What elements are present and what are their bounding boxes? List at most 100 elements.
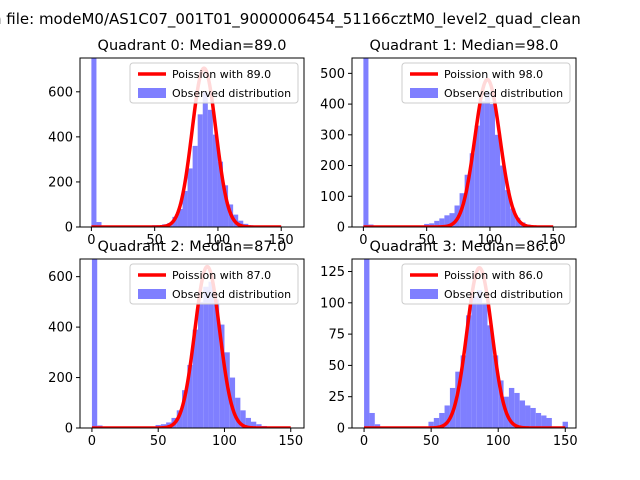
- histogram-bar: [91, 58, 97, 227]
- histogram-bar: [187, 168, 193, 227]
- histogram-bar: [449, 213, 455, 227]
- histogram-bar: [207, 109, 213, 227]
- histogram-bar: [469, 153, 475, 227]
- histogram-bar: [428, 421, 434, 428]
- histogram-bar: [489, 104, 496, 227]
- legend-entry-observed: Observed distribution: [444, 288, 563, 301]
- axes-frame: [351, 258, 577, 429]
- y-tick-label: 500: [320, 67, 345, 82]
- histogram-bar: [91, 259, 98, 428]
- histogram-bar: [429, 223, 435, 227]
- x-tick-label: 0: [359, 233, 367, 248]
- x-tick-label: 50: [146, 233, 163, 248]
- histogram-bar: [197, 301, 204, 428]
- panels-group: Quadrant 0: Median=89.0 0 50 100 150 0 200 400 6…: [48, 38, 578, 449]
- histogram-bar: [515, 217, 521, 227]
- y-tick-label: 0: [337, 422, 345, 437]
- histogram-bar: [182, 190, 188, 227]
- quadrant-0-panel: Quadrant 0: Median=89.0 0 50 100 150 0 200 400 6…: [48, 38, 305, 248]
- histogram-bar: [374, 424, 381, 428]
- y-tick-label: 400: [48, 130, 73, 145]
- axes-frame: [79, 57, 305, 228]
- x-tick-label: 150: [269, 233, 294, 248]
- quadrant-2-panel: Quadrant 2: Median=87.0 0 50 100 150 0 200 400 6…: [48, 239, 305, 449]
- x-tick-label: 100: [206, 233, 231, 248]
- histogram-bar: [541, 415, 547, 428]
- x-tick-label: 50: [423, 434, 440, 449]
- histogram-bar: [514, 392, 520, 428]
- histogram-bar: [492, 355, 499, 428]
- x-tick-label: 100: [486, 434, 511, 449]
- histogram-bar: [471, 296, 477, 428]
- histogram-bar: [474, 125, 480, 227]
- legend: Poission with 87.0 Observed distribution: [129, 263, 299, 305]
- histogram-bar: [525, 405, 531, 428]
- quadrant-3-panel: Quadrant 3: Median=86.0 0 50 100 150 0 25 50 75 1…: [320, 239, 578, 449]
- legend-entry-poisson: Poission with 89.0: [172, 68, 271, 81]
- y-tick-label: 200: [320, 159, 345, 174]
- x-tick-label: 100: [212, 434, 237, 449]
- quadrant-3-title: Quadrant 3: Median=86.0: [370, 239, 559, 255]
- histogram-bar: [482, 302, 488, 428]
- histogram-bar: [546, 417, 552, 428]
- legend-bar-swatch: [410, 88, 438, 98]
- legend-bar-swatch: [138, 289, 166, 299]
- x-tick-label: 150: [553, 434, 578, 449]
- legend: Poission with 86.0 Observed distribution: [401, 263, 571, 305]
- axes-frame: [351, 57, 577, 228]
- histogram-bar: [182, 390, 188, 428]
- histogram-bar: [256, 424, 262, 428]
- y-tick-label: 200: [48, 371, 73, 386]
- poisson-curve: [362, 77, 555, 227]
- histogram-bar: [487, 325, 493, 428]
- y-tick-label: 100: [320, 296, 345, 311]
- legend: Poission with 98.0 Observed distribution: [401, 62, 571, 104]
- histogram-bar: [177, 208, 183, 227]
- x-tick-label: 150: [278, 434, 303, 449]
- y-tick-label: 0: [337, 221, 345, 236]
- legend-entry-poisson: Poission with 86.0: [444, 269, 543, 282]
- histogram-bar: [495, 134, 501, 227]
- y-tick-label: 125: [320, 265, 345, 280]
- histogram-bar: [519, 400, 526, 428]
- histogram-bar: [197, 114, 203, 227]
- x-tick-label: 50: [418, 233, 435, 248]
- legend-entry-observed: Observed distribution: [172, 87, 291, 100]
- legend-entry-observed: Observed distribution: [172, 288, 291, 301]
- legend-bar-swatch: [138, 88, 166, 98]
- legend-entry-poisson: Poission with 87.0: [172, 269, 271, 282]
- histogram-bar: [535, 412, 542, 428]
- axes-frame: [79, 258, 305, 429]
- histogram-bar: [235, 397, 241, 428]
- histogram-bar: [444, 215, 450, 227]
- y-tick-label: 0: [65, 221, 73, 236]
- y-tick-label: 200: [48, 175, 73, 190]
- histogram-bar: [433, 417, 440, 428]
- y-tick-label: 600: [48, 85, 73, 100]
- legend-box: [129, 62, 299, 104]
- quadrant-1-title: Quadrant 1: Median=98.0: [370, 38, 559, 54]
- histogram-bar: [505, 190, 511, 227]
- histogram-bar: [192, 145, 198, 227]
- histogram-bar: [369, 412, 375, 428]
- histogram-bar: [466, 315, 472, 428]
- histogram-bar: [219, 324, 225, 428]
- quadrant-1-panel: Quadrant 1: Median=98.0 0 50 100 150 0 100 200 3…: [320, 38, 577, 248]
- y-tick-label: 50: [328, 359, 345, 374]
- histogram-bar: [363, 58, 369, 227]
- y-tick-label: 400: [320, 98, 345, 113]
- x-tick-label: 50: [150, 434, 167, 449]
- histogram-bar: [187, 364, 193, 428]
- x-tick-label: 0: [88, 434, 96, 449]
- histogram-bar: [510, 208, 516, 227]
- histogram-bar: [202, 91, 208, 227]
- quadrant-0-title: Quadrant 0: Median=89.0: [98, 38, 287, 54]
- legend: Poission with 89.0 Observed distribution: [129, 62, 299, 104]
- histogram-bar: [96, 222, 102, 227]
- histogram-bar: [434, 220, 440, 227]
- histogram-bar: [439, 218, 445, 227]
- histogram-bar: [192, 329, 198, 428]
- histogram-bar: [479, 101, 485, 227]
- histogram-bar: [464, 174, 470, 227]
